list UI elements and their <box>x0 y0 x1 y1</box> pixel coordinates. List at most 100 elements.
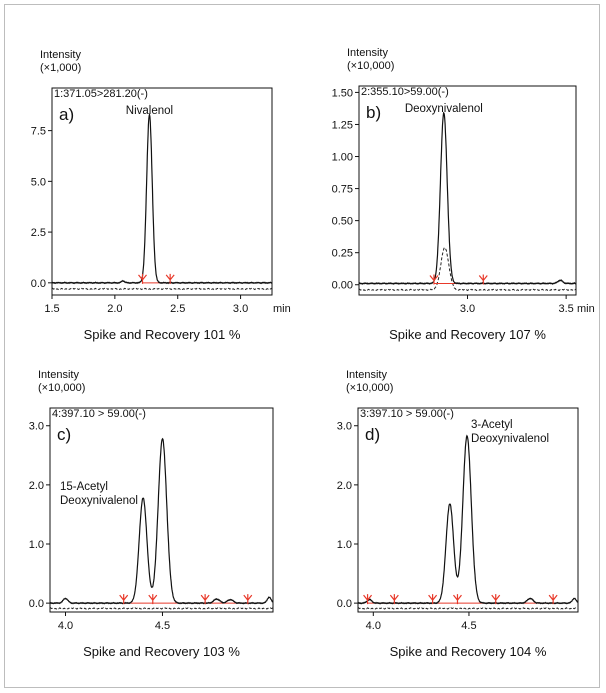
integration-marker <box>200 594 210 605</box>
marker-glyph <box>548 594 558 605</box>
integration-marker <box>429 274 439 285</box>
transition-label: 1:371.05>281.20(-) <box>54 88 148 100</box>
intensity-scale-label: (×10,000) <box>346 382 393 394</box>
chromatogram-trace <box>51 112 273 285</box>
integration-marker <box>138 273 147 284</box>
x-tick-label: 1.5 <box>44 303 59 315</box>
y-tick-label: 2.0 <box>337 480 352 492</box>
peak-label: Deoxynivalenol <box>60 495 138 507</box>
panel-label: a) <box>59 105 74 124</box>
panel-label: b) <box>366 103 381 122</box>
caption: Spike and Recovery 104 % <box>390 644 547 659</box>
peak-label: 15-Acetyl <box>60 481 108 493</box>
marker-glyph <box>200 594 210 605</box>
y-tick-label: 5.0 <box>31 176 46 188</box>
plot-area <box>51 87 273 296</box>
chart-panel-a: Intensity(×1,000) 1:371.05>281.20(-) a) 0.0… <box>31 49 291 342</box>
x-tick-label: 2.0 <box>107 303 122 315</box>
integration-marker <box>243 594 253 605</box>
integration-marker <box>165 273 175 284</box>
transition-label: 4:397.10 > 59.00(-) <box>52 408 146 420</box>
reference-trace <box>358 246 577 292</box>
caption: Spike and Recovery 103 % <box>83 644 240 659</box>
y-tick-label: 1.0 <box>337 539 352 551</box>
panel-label: d) <box>365 425 380 444</box>
x-tick-label: 4.5 <box>155 620 170 632</box>
peak-label: Nivalenol <box>126 105 173 117</box>
integration-marker <box>491 594 501 605</box>
integration-marker <box>363 594 373 605</box>
y-tick-label: 1.00 <box>332 152 353 164</box>
peak-label: 3-Acetyl <box>471 419 513 431</box>
x-tick-label: 3.0 <box>460 303 475 315</box>
chromatogram-trace <box>49 437 274 605</box>
panel-label: c) <box>57 425 71 444</box>
y-tick-label: 0.0 <box>31 278 46 290</box>
marker-glyph <box>453 594 462 605</box>
integration-marker <box>428 594 438 605</box>
reference-trace <box>357 607 579 610</box>
peak-label: Deoxynivalenol <box>405 103 483 115</box>
integration-marker <box>453 594 462 605</box>
integration-marker <box>478 274 488 285</box>
marker-glyph <box>138 273 147 284</box>
integration-marker <box>119 594 129 605</box>
chart-panel-b: Intensity(×10,000) 2:355.10>59.00(-) b) 0.0… <box>332 47 595 342</box>
y-tick-label: 0.00 <box>332 280 353 292</box>
marker-glyph <box>389 594 399 605</box>
intensity-scale-label: (×10,000) <box>38 382 85 394</box>
marker-glyph <box>429 274 439 285</box>
y-tick-label: 1.50 <box>332 87 353 99</box>
integration-marker <box>389 594 399 605</box>
y-tick-label: 2.0 <box>29 480 44 492</box>
chromatogram-trace <box>358 111 577 285</box>
x-tick-label: 4.0 <box>366 620 381 632</box>
y-tick-label: 0.75 <box>332 184 353 196</box>
y-tick-label: 1.0 <box>29 539 44 551</box>
y-tick-label: 0.25 <box>332 248 353 260</box>
y-tick-label: 7.5 <box>31 126 46 138</box>
y-tick-label: 0.0 <box>29 598 44 610</box>
caption: Spike and Recovery 101 % <box>84 327 241 342</box>
y-tick-label: 1.25 <box>332 119 353 131</box>
transition-label: 3:397.10 > 59.00(-) <box>360 408 454 420</box>
y-tick-label: 3.0 <box>29 421 44 433</box>
intensity-label: Intensity <box>346 369 387 381</box>
marker-glyph <box>148 594 158 605</box>
reference-trace <box>49 607 274 610</box>
integration-marker <box>148 594 158 605</box>
marker-glyph <box>363 594 373 605</box>
x-tick-label: 4.0 <box>58 620 73 632</box>
integration-marker <box>548 594 558 605</box>
intensity-scale-label: (×1,000) <box>40 62 81 74</box>
figure-frame <box>4 4 600 688</box>
marker-glyph <box>428 594 438 605</box>
x-unit-label: min <box>273 303 291 315</box>
chromatogram-trace <box>357 434 579 605</box>
caption: Spike and Recovery 107 % <box>389 327 546 342</box>
x-tick-label: 3.5 <box>558 303 573 315</box>
marker-glyph <box>119 594 129 605</box>
transition-label: 2:355.10>59.00(-) <box>361 86 449 98</box>
y-tick-label: 0.50 <box>332 216 353 228</box>
x-tick-label: 4.5 <box>461 620 476 632</box>
intensity-label: Intensity <box>40 49 81 61</box>
plot-area <box>49 407 274 613</box>
chart-panel-d: Intensity(×10,000) 3:397.10 > 59.00(-) d) 0… <box>337 369 579 659</box>
marker-glyph <box>491 594 501 605</box>
intensity-scale-label: (×10,000) <box>347 60 394 72</box>
y-tick-label: 2.5 <box>31 227 46 239</box>
peak-label: Deoxynivalenol <box>471 433 549 445</box>
intensity-label: Intensity <box>38 369 79 381</box>
chart-panel-c: Intensity(×10,000) 4:397.10 > 59.00(-) c) 0… <box>29 369 274 659</box>
y-tick-label: 0.0 <box>337 598 352 610</box>
x-unit-label: min <box>577 303 595 315</box>
y-tick-label: 3.0 <box>337 421 352 433</box>
plot-area <box>358 85 577 296</box>
x-tick-label: 2.5 <box>170 303 185 315</box>
intensity-label: Intensity <box>347 47 388 59</box>
reference-trace <box>51 287 273 291</box>
x-tick-label: 3.0 <box>233 303 248 315</box>
plot-area <box>357 407 579 613</box>
